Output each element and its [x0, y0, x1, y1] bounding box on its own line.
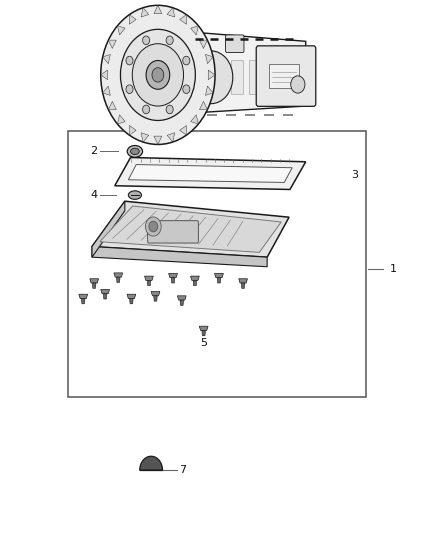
Polygon shape [202, 330, 205, 336]
Polygon shape [129, 14, 136, 25]
Circle shape [152, 68, 164, 82]
Polygon shape [145, 276, 153, 280]
Polygon shape [128, 165, 292, 182]
Polygon shape [151, 292, 160, 296]
Circle shape [146, 60, 170, 90]
Bar [284, 60, 296, 94]
Polygon shape [92, 246, 267, 266]
Polygon shape [191, 276, 199, 280]
Polygon shape [187, 32, 306, 114]
Polygon shape [103, 294, 107, 299]
Polygon shape [205, 86, 213, 95]
Circle shape [189, 51, 233, 104]
Polygon shape [239, 279, 247, 283]
Polygon shape [205, 54, 213, 64]
Circle shape [132, 44, 184, 106]
Text: 1: 1 [390, 264, 397, 274]
Polygon shape [130, 298, 133, 304]
Polygon shape [127, 294, 136, 298]
Polygon shape [79, 294, 88, 298]
Polygon shape [180, 300, 184, 305]
FancyBboxPatch shape [269, 64, 299, 88]
FancyBboxPatch shape [256, 46, 316, 107]
Circle shape [149, 221, 158, 232]
Polygon shape [117, 115, 125, 124]
Bar [68, 131, 366, 397]
Bar [249, 60, 260, 94]
Polygon shape [92, 283, 96, 288]
Polygon shape [191, 115, 198, 124]
Bar [231, 60, 243, 94]
Circle shape [143, 105, 150, 114]
Polygon shape [90, 279, 99, 283]
Circle shape [120, 29, 195, 120]
FancyBboxPatch shape [226, 35, 244, 53]
Polygon shape [191, 26, 198, 35]
Ellipse shape [127, 146, 142, 157]
Polygon shape [208, 70, 215, 80]
Circle shape [183, 56, 190, 65]
Circle shape [101, 5, 215, 144]
Polygon shape [180, 14, 187, 25]
Polygon shape [199, 101, 208, 110]
Polygon shape [108, 101, 117, 110]
Bar [195, 60, 207, 94]
Text: 2: 2 [90, 147, 97, 156]
Polygon shape [101, 70, 108, 80]
Polygon shape [114, 273, 123, 277]
Polygon shape [199, 40, 208, 49]
Circle shape [126, 85, 133, 93]
Polygon shape [101, 289, 110, 294]
Circle shape [145, 217, 161, 236]
Polygon shape [115, 158, 306, 189]
Bar [266, 60, 278, 94]
Text: 5: 5 [200, 338, 207, 348]
Polygon shape [92, 201, 289, 257]
Polygon shape [241, 283, 245, 288]
Polygon shape [154, 5, 162, 14]
Polygon shape [177, 296, 186, 300]
Polygon shape [147, 280, 151, 286]
Polygon shape [180, 125, 187, 135]
Polygon shape [154, 136, 162, 144]
Polygon shape [100, 206, 281, 252]
Circle shape [183, 85, 190, 93]
Polygon shape [154, 296, 157, 301]
Polygon shape [102, 86, 110, 95]
Polygon shape [108, 40, 117, 49]
Bar [213, 60, 225, 94]
Polygon shape [141, 7, 149, 17]
Polygon shape [117, 26, 125, 35]
Polygon shape [141, 133, 149, 142]
Text: 3: 3 [351, 170, 358, 180]
Polygon shape [81, 298, 85, 304]
Ellipse shape [128, 191, 141, 199]
Polygon shape [169, 273, 177, 278]
Ellipse shape [131, 148, 139, 155]
Text: 7: 7 [180, 465, 187, 475]
Text: 4: 4 [90, 190, 97, 200]
Polygon shape [215, 273, 223, 278]
Circle shape [143, 36, 150, 45]
Polygon shape [199, 326, 208, 330]
Polygon shape [167, 133, 175, 142]
Circle shape [126, 56, 133, 65]
Polygon shape [167, 7, 175, 17]
Polygon shape [92, 201, 125, 257]
Polygon shape [102, 54, 110, 64]
Polygon shape [193, 280, 197, 286]
FancyBboxPatch shape [148, 221, 198, 243]
Circle shape [291, 76, 305, 93]
Circle shape [166, 105, 173, 114]
Polygon shape [171, 278, 175, 283]
Polygon shape [217, 278, 221, 283]
Circle shape [166, 36, 173, 45]
Polygon shape [129, 125, 136, 135]
Wedge shape [140, 456, 162, 470]
Polygon shape [117, 277, 120, 282]
